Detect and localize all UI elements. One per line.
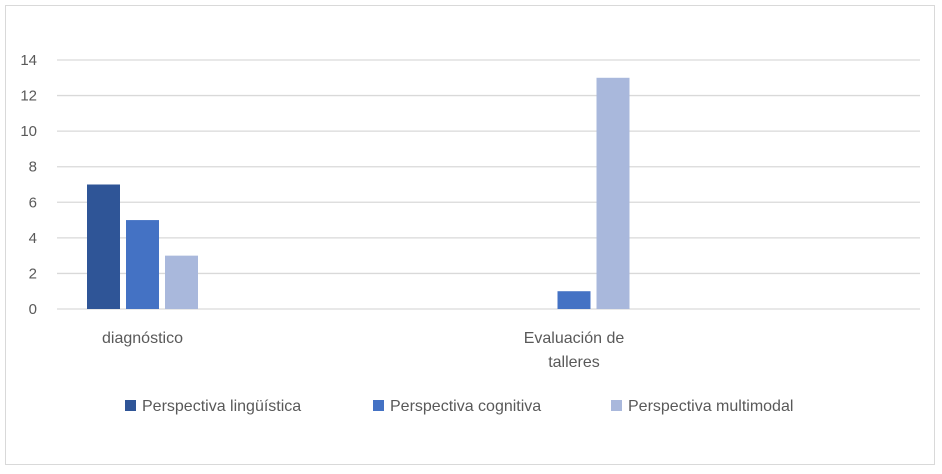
bar-perspectiva-lingüística-0 (87, 184, 120, 309)
category-label: Evaluación de (524, 330, 625, 347)
y-tick-label: 10 (20, 123, 37, 140)
category-labels: diagnóstico Evaluación de talleres (102, 330, 624, 371)
y-tick-label: 8 (29, 159, 37, 176)
y-axis-ticks: 0 2 4 6 8 10 12 14 (20, 52, 37, 318)
y-tick-label: 4 (29, 230, 37, 247)
y-tick-label: 2 (29, 265, 37, 282)
legend-swatch (373, 400, 384, 411)
bar-perspectiva-cognitiva-1 (557, 291, 591, 309)
y-tick-label: 6 (29, 194, 37, 211)
y-tick-label: 0 (29, 301, 37, 318)
bars (87, 77, 630, 310)
bar-perspectiva-cognitiva-0 (126, 220, 159, 309)
gridlines (57, 59, 920, 310)
legend-swatch (125, 400, 136, 411)
y-tick-label: 14 (20, 52, 37, 69)
bar-perspectiva-multimodal-1 (596, 77, 630, 310)
legend-label: Perspectiva lingüística (142, 398, 301, 415)
legend-label: Perspectiva cognitiva (390, 398, 541, 415)
y-tick-label: 12 (20, 88, 37, 105)
legend: Perspectiva lingüística Perspectiva cogni… (125, 398, 793, 415)
bar-perspectiva-multimodal-0 (165, 255, 198, 309)
category-label: talleres (548, 354, 600, 371)
legend-swatch (611, 400, 622, 411)
category-label: diagnóstico (102, 330, 183, 347)
legend-label: Perspectiva multimodal (628, 398, 793, 415)
chart-frame (5, 5, 935, 465)
